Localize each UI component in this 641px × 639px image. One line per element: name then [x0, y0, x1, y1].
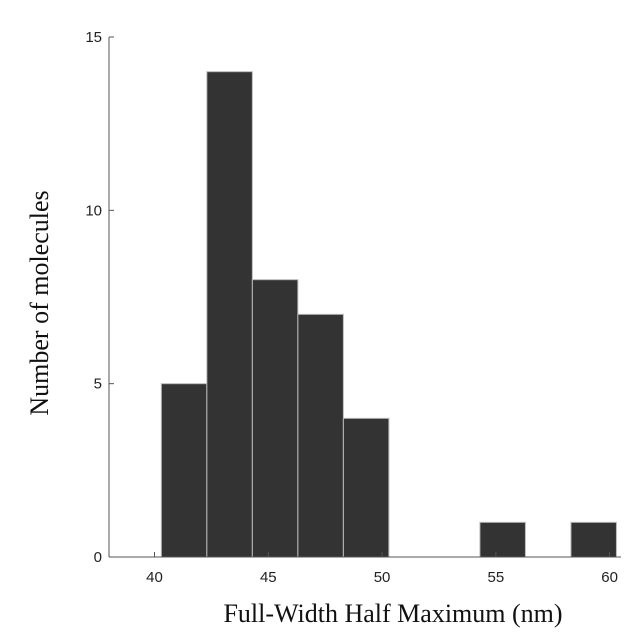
x-tick-label: 50	[374, 569, 391, 586]
x-tick-label: 40	[146, 569, 163, 586]
x-ticks-group: 40 45 50 55 60	[146, 552, 618, 586]
x-tick-label: 60	[601, 569, 618, 586]
histogram-bar	[160, 383, 208, 558]
x-tick-label: 55	[488, 569, 505, 586]
x-axis-title: Full-Width Half Maximum (nm)	[223, 599, 562, 628]
bars-group	[160, 71, 617, 558]
axes-group	[108, 37, 621, 558]
y-tick-label: 5	[94, 376, 102, 393]
histogram-bar	[479, 521, 526, 558]
histogram-bar	[570, 521, 617, 558]
y-tick-label: 0	[94, 549, 102, 566]
histogram-bar	[297, 313, 344, 558]
y-axis-title: Number of molecules	[25, 190, 54, 415]
y-ticks-group: 0 5 10 15	[85, 29, 114, 566]
y-tick-label: 15	[85, 29, 102, 46]
x-tick-label: 45	[260, 569, 277, 586]
histogram-bar	[206, 71, 253, 558]
y-tick-label: 10	[85, 202, 102, 219]
histogram-bar	[251, 279, 299, 558]
histogram-bar	[342, 417, 390, 558]
